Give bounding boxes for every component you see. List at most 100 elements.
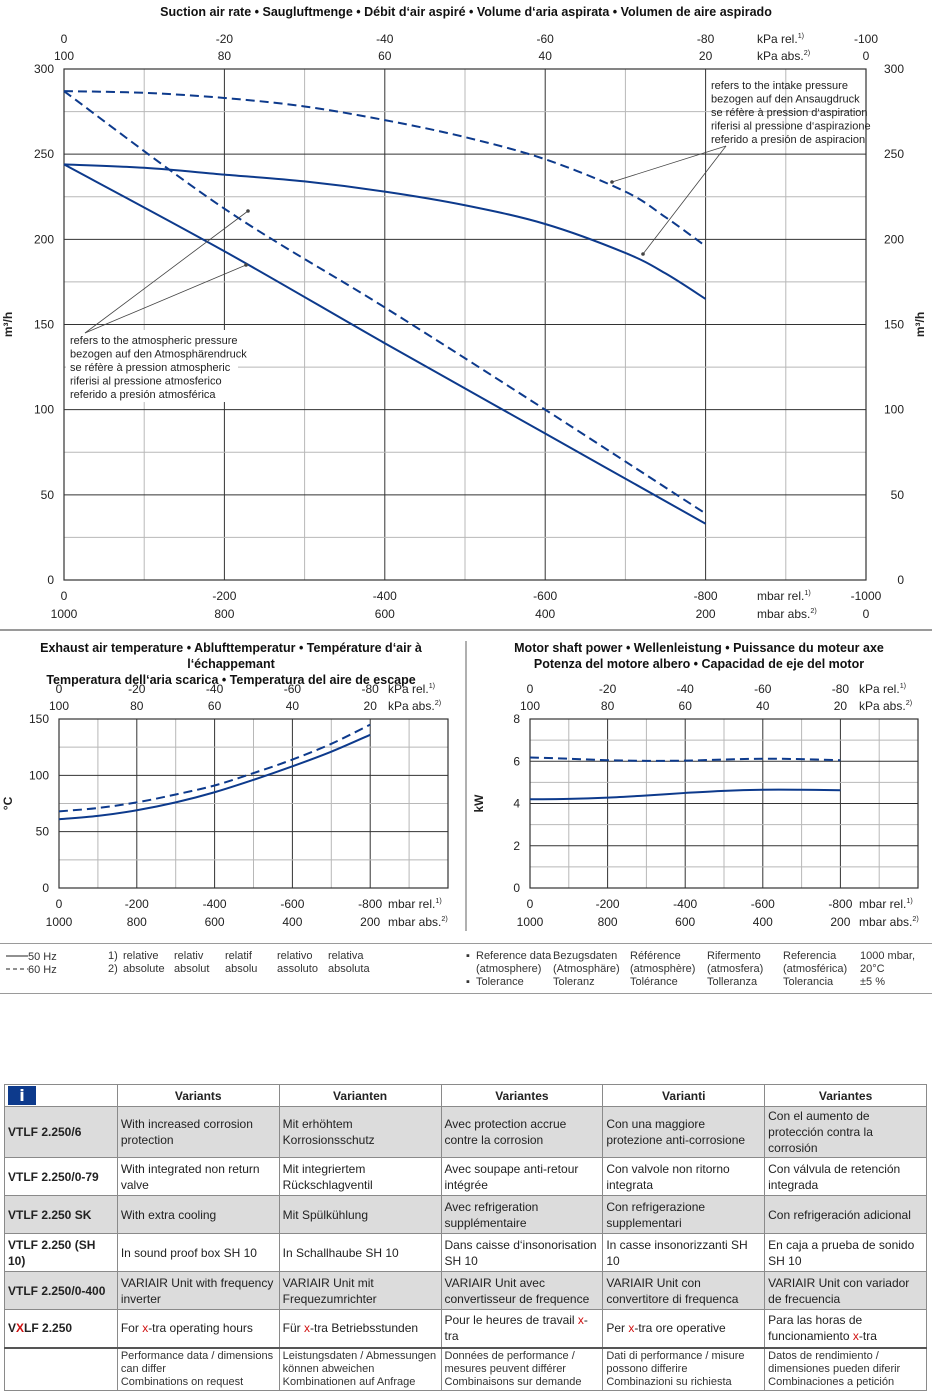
note-1-term: relative xyxy=(123,950,159,962)
model-name: VTLF 2.250/6 xyxy=(4,1106,118,1158)
annotation-intake-text: referido a presión de aspiracion xyxy=(711,134,865,146)
x-unit-abs: mbar abs.2) xyxy=(757,606,817,621)
text: Für xyxy=(282,1321,304,1336)
text: Para las horas de funcionamiento xyxy=(768,1313,863,1344)
ref-it-2: (atmosfera) xyxy=(707,963,764,975)
variant-en: With extra cooling xyxy=(116,1195,280,1234)
top-tick-label-abs: 0 xyxy=(863,49,870,63)
ref-de-3: Toleranz xyxy=(553,976,595,988)
variant-en: With increased corrosion protection xyxy=(116,1106,280,1158)
xtra-x: x xyxy=(577,1313,584,1328)
variant-it: Con refrigerazione supplementari xyxy=(602,1195,766,1234)
note-es: Datos de rendimiento / dimensiones pueden… xyxy=(764,1346,927,1391)
top-tick-label-abs: 20 xyxy=(364,699,378,713)
variant-es: Con válvula de retención integrada xyxy=(764,1157,927,1196)
note-line: mesures peuvent différer xyxy=(444,1362,566,1375)
dashed-line-icon xyxy=(6,968,28,970)
annotation-arrow-tip xyxy=(246,209,250,213)
model-suffix: LF 2.250 xyxy=(24,1321,73,1336)
x-tick-label-abs: 600 xyxy=(375,607,395,621)
model-name: VTLF 2.250 SK xyxy=(4,1195,118,1234)
note-de: Leistungsdaten / Abmessungen können abwei… xyxy=(278,1346,442,1391)
variant-de: Mit erhöhtem Korrosionsschutz xyxy=(278,1106,442,1158)
y-tick-label: 0 xyxy=(47,573,54,587)
solid-line-icon xyxy=(6,955,28,957)
top-tick-label-rel: -100 xyxy=(854,32,878,46)
table-row: VTLF 2.250/0-79 With integrated non retu… xyxy=(4,1157,927,1196)
variant-es: Para las horas de funcionamiento x-tra xyxy=(764,1309,927,1348)
ref-en-3: Tolerance xyxy=(476,976,524,988)
y-tick-label-right: 250 xyxy=(884,147,904,161)
top-tick-label-abs: 40 xyxy=(286,699,300,713)
annotation-arrow xyxy=(642,145,727,255)
y-axis-label-right: m³/h xyxy=(913,312,927,337)
variant-fr: Dans caisse d‘insonorisation SH 10 xyxy=(440,1233,604,1272)
text: For xyxy=(120,1321,143,1336)
legend: 50 Hz 60 Hz 1) relative relativ relatif … xyxy=(0,950,932,990)
y-tick-label-right: 100 xyxy=(884,403,904,417)
variant-en: For x-tra operating hours xyxy=(116,1309,280,1348)
y-tick-label: 6 xyxy=(513,754,520,768)
x-tick-label-abs: 400 xyxy=(753,915,773,929)
ref-es-1: Referencia xyxy=(783,950,837,962)
info-icon: i xyxy=(8,1086,36,1105)
variant-fr: VARIAIR Unit avec convertisseur de frequ… xyxy=(440,1271,604,1310)
variant-fr: Avec refrigeration supplémentaire xyxy=(440,1195,604,1234)
top-unit-rel: kPa rel.1) xyxy=(859,681,906,696)
x-tick-label-rel: -400 xyxy=(203,897,227,911)
plot-frame xyxy=(58,718,449,889)
x-unit-rel: mbar rel.1) xyxy=(757,588,811,603)
note-line: possono differire xyxy=(606,1362,688,1375)
y-tick-label: 0 xyxy=(42,881,49,895)
model-name: VXLF 2.250 xyxy=(4,1309,118,1348)
x-tick-label-rel: -200 xyxy=(212,589,236,603)
text: Pour le heures de travail xyxy=(444,1313,578,1328)
variant-it: Per x-tra ore operative xyxy=(602,1309,766,1348)
annotation-atmos-text: se réfère à pression atmospheric xyxy=(70,362,231,374)
plot-frame xyxy=(63,68,867,581)
ref-value-1: 1000 mbar, xyxy=(860,950,916,962)
annotation-arrow-tip xyxy=(610,180,614,184)
top-tick-label-rel: -60 xyxy=(537,32,555,46)
annotation-arrow xyxy=(611,145,727,183)
variant-en: With integrated non return valve xyxy=(116,1157,280,1196)
variant-en: In sound proof box SH 10 xyxy=(116,1233,280,1272)
top-unit-rel: kPa rel.1) xyxy=(388,681,435,696)
note-1-term: relativo xyxy=(277,950,313,962)
bullet-icon: ▪ xyxy=(466,976,470,988)
model-name: VTLF 2.250/0-400 xyxy=(4,1271,118,1310)
annotation-arrow xyxy=(84,210,249,334)
x-tick-label-rel: -600 xyxy=(533,589,557,603)
ref-fr-1: Référence xyxy=(630,950,681,962)
top-tick-label-rel: -60 xyxy=(754,682,772,696)
x-tick-label-abs: 200 xyxy=(830,915,850,929)
top-tick-label-rel: 0 xyxy=(56,682,63,696)
variant-en: VARIAIR Unit with frequency inverter xyxy=(116,1271,280,1310)
x-tick-label-rel: -800 xyxy=(694,589,718,603)
annotation-intake-text: refers to the intake pressure xyxy=(711,80,848,92)
variant-fr: Avec protection accrue contre la corrosi… xyxy=(440,1106,604,1158)
ref-fr-2: (atmosphère) xyxy=(630,963,696,975)
y-tick-label-right: 0 xyxy=(897,573,904,587)
table-row: VTLF 2.250 (SH 10) In sound proof box SH… xyxy=(4,1233,927,1272)
annotation-atmos-box xyxy=(66,330,238,402)
x-tick-label-abs: 1000 xyxy=(517,915,544,929)
variant-es: En caja a prueba de sonido SH 10 xyxy=(764,1233,927,1272)
variant-fr: Avec soupape anti-retour intégrée xyxy=(440,1157,604,1196)
y-tick-label: 250 xyxy=(34,147,54,161)
text: -tra Betriebsstunden xyxy=(309,1321,419,1336)
note-en: Performance data / dimensions can differ C… xyxy=(116,1346,280,1391)
y-tick-label: 300 xyxy=(34,62,54,76)
power-chart-title: Motor shaft power • Wellenleistung • Pui… xyxy=(466,640,932,672)
notes-row: Performance data / dimensions can differ C… xyxy=(4,1346,927,1391)
x-tick-label-abs: 0 xyxy=(863,607,870,621)
top-tick-label-rel: -20 xyxy=(128,682,146,696)
x-unit-rel: mbar rel.1) xyxy=(388,896,442,911)
x-tick-label-rel: -200 xyxy=(596,897,620,911)
variant-es: Con el aumento de protección contra la c… xyxy=(764,1106,927,1158)
y-tick-label-right: 150 xyxy=(884,318,904,332)
xtra-x: x xyxy=(852,1329,859,1344)
legend-50hz-label: 50 Hz xyxy=(28,951,57,963)
x-tick-label-abs: 800 xyxy=(127,915,147,929)
divider-legend-bottom xyxy=(0,993,932,994)
